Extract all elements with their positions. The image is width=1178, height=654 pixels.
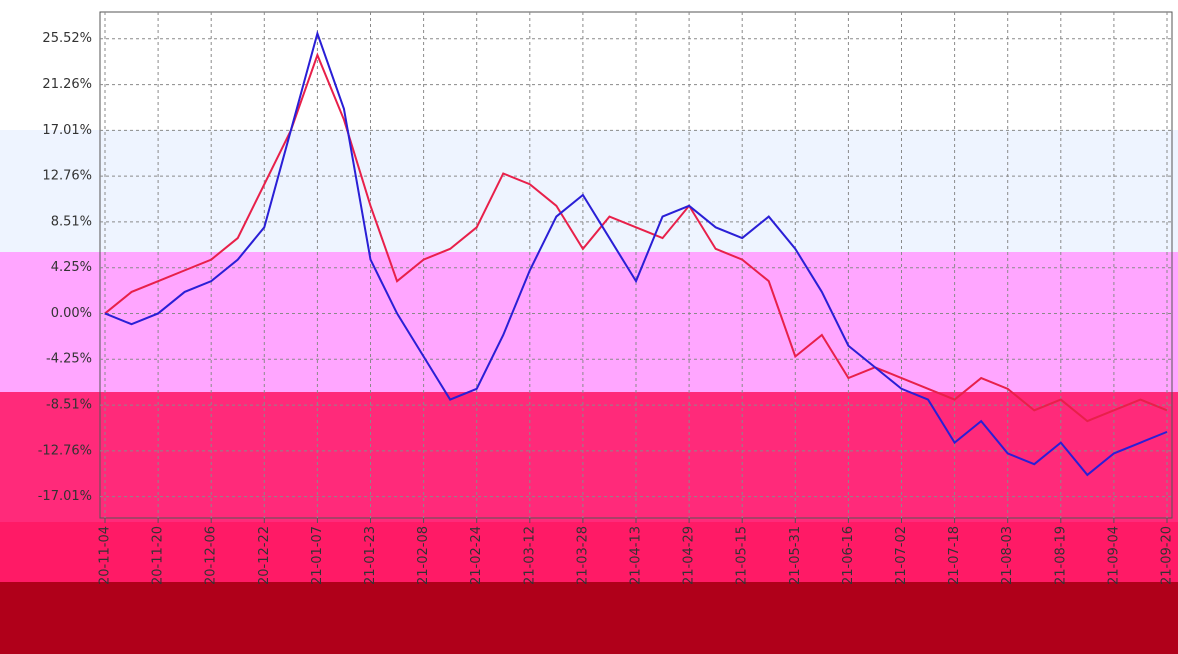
band-dark-red (0, 582, 1178, 654)
y-tick-label: 17.01% (42, 123, 92, 138)
x-tick-label: 21-09-04 (1106, 526, 1121, 585)
band-hot-pink (0, 392, 1178, 522)
x-tick-label: 21-06-16 (841, 526, 856, 585)
x-tick-label: 21-01-07 (310, 526, 325, 585)
y-tick-label: 8.51% (51, 214, 92, 229)
x-tick-label: 21-04-13 (629, 526, 644, 585)
y-tick-label: 21.26% (42, 77, 92, 92)
x-tick-label: 20-12-06 (204, 526, 219, 585)
band-pink (0, 252, 1178, 392)
x-tick-label: 21-03-12 (522, 526, 537, 585)
x-tick-label: 21-02-24 (469, 526, 484, 585)
x-tick-label: 21-05-15 (735, 526, 750, 585)
x-tick-label: 21-08-03 (1000, 526, 1015, 585)
band-white (0, 0, 1178, 130)
x-tick-label: 21-04-29 (682, 526, 697, 585)
y-tick-label: -8.51% (46, 398, 92, 413)
x-tick-label: 21-09-20 (1160, 526, 1175, 585)
x-tick-label: 21-08-19 (1053, 526, 1068, 585)
x-tick-label: 21-03-28 (575, 526, 590, 585)
x-tick-label: 21-01-23 (363, 526, 378, 585)
series-line (104, 52, 1168, 423)
y-tick-label: -17.01% (38, 489, 92, 504)
band-red (0, 522, 1178, 582)
y-tick-label: 4.25% (51, 260, 92, 275)
y-tick-label: 12.76% (42, 169, 92, 184)
y-tick-label: 25.52% (42, 31, 92, 46)
x-tick-label: 20-12-22 (257, 526, 272, 585)
y-tick-label: 0.00% (51, 306, 92, 321)
band-blue (0, 130, 1178, 252)
x-tick-label: 20-11-20 (151, 526, 166, 585)
x-tick-label: 21-07-02 (894, 526, 909, 585)
x-tick-label: 21-05-31 (788, 526, 803, 585)
y-tick-label: -4.25% (46, 352, 92, 367)
series-line (104, 30, 1168, 477)
x-tick-label: 21-07-18 (947, 526, 962, 585)
y-tick-label: -12.76% (38, 443, 92, 458)
x-tick-label: 20-11-04 (98, 526, 113, 585)
x-tick-label: 21-02-08 (416, 526, 431, 585)
